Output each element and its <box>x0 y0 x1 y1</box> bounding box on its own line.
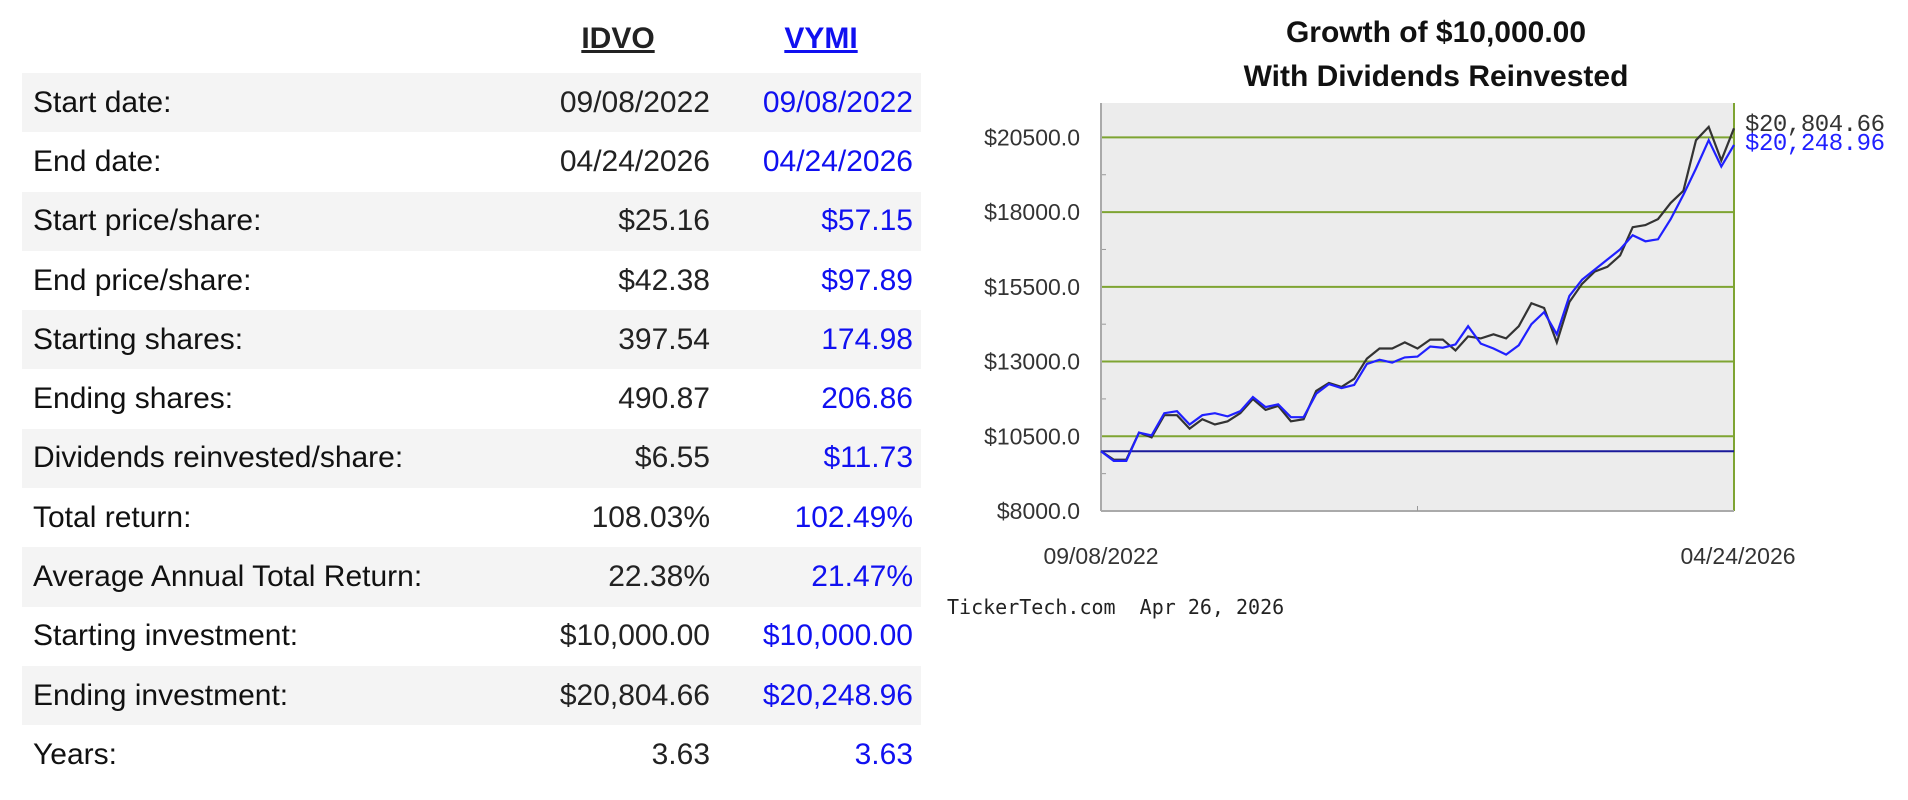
row-label: Ending shares: <box>33 382 234 416</box>
row-label: Average Annual Total Return: <box>33 560 423 594</box>
idvo-value: 108.03% <box>591 500 710 534</box>
idvo-value: $25.16 <box>618 204 710 238</box>
idvo-value: $42.38 <box>618 263 710 297</box>
chart-footer: TickerTech.com Apr 26, 2026 <box>947 595 1285 619</box>
y-tick-label: $10500.0 <box>984 423 1080 449</box>
table-row: Total return: 108.03% 102.49% <box>22 488 921 547</box>
table-row: End price/share: $42.38 $97.89 <box>22 251 921 310</box>
chart-title-line-2: With Dividends Reinvested <box>1243 60 1629 93</box>
vymi-value: 206.86 <box>821 382 913 416</box>
row-label: End date: <box>33 144 162 178</box>
table-row: Years: 3.63 3.63 <box>22 725 921 784</box>
vymi-value: 04/24/2026 <box>762 144 913 178</box>
vymi-value: $10,000.00 <box>762 619 913 653</box>
y-tick-label: $18000.0 <box>984 199 1080 225</box>
table-row: Starting investment: $10,000.00 $10,000.00 <box>22 607 921 666</box>
idvo-value: 04/24/2026 <box>559 144 710 178</box>
vymi-value: $11.73 <box>823 441 913 475</box>
table-row: Starting shares: 397.54 174.98 <box>22 310 921 370</box>
idvo-value: 397.54 <box>618 322 710 356</box>
row-label: Ending investment: <box>33 678 289 712</box>
table-row: Ending investment: $20,804.66 $20,248.96 <box>22 665 921 726</box>
vymi-value: 174.98 <box>821 322 913 356</box>
end-value-label-idvo: $20,804.66 <box>1745 112 1885 139</box>
comparison-table: Start date: 09/08/2022 09/08/2022 End date:… <box>22 73 921 785</box>
table-row: Start price/share: $25.16 $57.15 <box>22 191 921 251</box>
idvo-value: 22.38% <box>608 560 710 594</box>
idvo-value: $20,804.66 <box>559 678 710 712</box>
column-header-idvo[interactable]: IDVO <box>581 22 655 55</box>
vymi-value: 102.49% <box>794 500 913 534</box>
table-row: End date: 04/24/2026 04/24/2026 <box>22 132 921 191</box>
x-tick-label: 04/24/2026 <box>1680 543 1795 569</box>
vymi-value: 3.63 <box>854 737 913 771</box>
row-label: Starting investment: <box>33 619 299 653</box>
row-label: Starting shares: <box>33 322 244 356</box>
row-label: Start date: <box>33 85 172 119</box>
idvo-value: 09/08/2022 <box>559 85 710 119</box>
row-label: Dividends reinvested/share: <box>33 441 404 475</box>
chart-title-line-1: Growth of $10,000.00 <box>1285 16 1587 49</box>
idvo-value: 490.87 <box>618 382 710 416</box>
plot-area <box>1101 103 1734 511</box>
row-label: End price/share: <box>33 263 252 297</box>
table-row: Average Annual Total Return: 22.38% 21.47% <box>22 547 921 607</box>
row-label: Years: <box>33 737 117 771</box>
idvo-value: $6.55 <box>634 441 710 475</box>
idvo-value: 3.63 <box>651 737 710 771</box>
vymi-value: 21.47% <box>811 560 913 594</box>
table-row: Ending shares: 490.87 206.86 <box>22 369 921 428</box>
table-row: Dividends reinvested/share: $6.55 $11.73 <box>22 428 921 489</box>
y-tick-label: $8000.0 <box>997 498 1080 524</box>
x-tick-label: 09/08/2022 <box>1043 543 1158 569</box>
y-tick-label: $13000.0 <box>984 349 1080 375</box>
y-tick-label: $20500.0 <box>984 124 1080 150</box>
idvo-value: $10,000.00 <box>559 619 710 653</box>
vymi-value: $97.89 <box>821 263 913 297</box>
row-label: Total return: <box>33 500 192 534</box>
end-value-label-vymi: $20,248.96 <box>1745 131 1885 158</box>
vymi-value: $57.15 <box>821 204 913 238</box>
row-label: Start price/share: <box>33 204 262 238</box>
table-row: Start date: 09/08/2022 09/08/2022 <box>22 73 921 133</box>
vymi-value: 09/08/2022 <box>762 85 913 119</box>
column-header-vymi[interactable]: VYMI <box>784 22 858 55</box>
vymi-value: $20,248.96 <box>762 678 913 712</box>
y-tick-label: $15500.0 <box>984 274 1080 300</box>
